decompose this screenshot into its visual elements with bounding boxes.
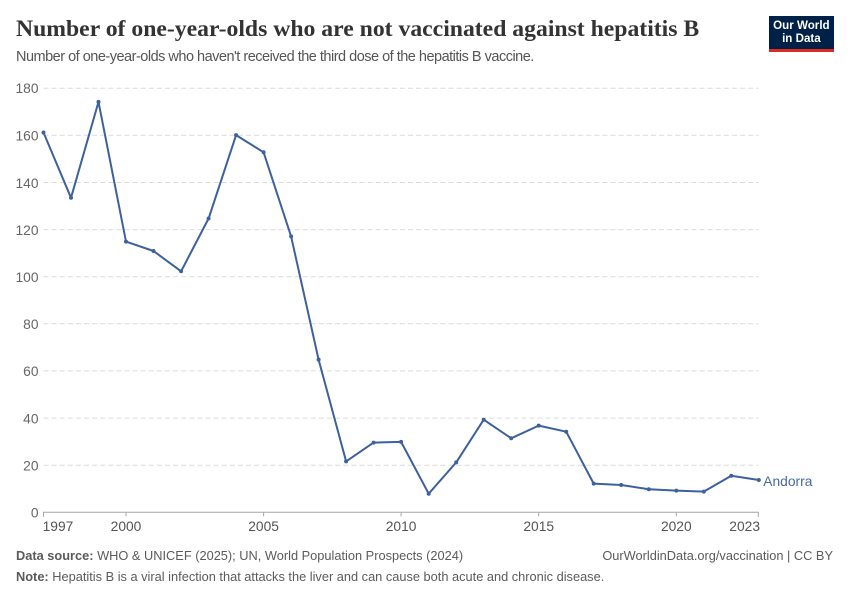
svg-text:2015: 2015 <box>523 519 554 534</box>
svg-text:160: 160 <box>15 129 38 144</box>
svg-text:180: 180 <box>15 81 38 96</box>
svg-text:60: 60 <box>23 364 39 379</box>
svg-text:20: 20 <box>23 459 39 474</box>
svg-text:2023: 2023 <box>729 519 760 534</box>
svg-text:1997: 1997 <box>43 519 74 534</box>
svg-text:80: 80 <box>23 317 39 332</box>
svg-text:40: 40 <box>23 411 39 426</box>
svg-text:100: 100 <box>15 270 38 285</box>
svg-text:2020: 2020 <box>661 519 692 534</box>
svg-text:2010: 2010 <box>386 519 417 534</box>
svg-text:120: 120 <box>15 223 38 238</box>
svg-text:2005: 2005 <box>248 519 279 534</box>
svg-text:0: 0 <box>31 506 39 521</box>
svg-text:140: 140 <box>15 176 38 191</box>
svg-text:2000: 2000 <box>111 519 142 534</box>
svg-text:Andorra: Andorra <box>763 474 812 489</box>
